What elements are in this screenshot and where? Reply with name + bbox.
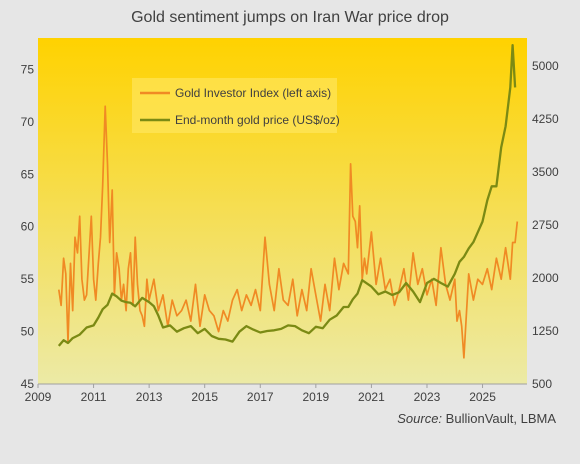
series-lines — [57, 43, 519, 359]
legend-label-index: Gold Investor Index (left axis) — [175, 86, 331, 100]
left-y-tick-label: 65 — [21, 167, 35, 181]
legend-box — [132, 78, 337, 133]
chart-title: Gold sentiment jumps on Iran War price d… — [131, 9, 449, 26]
right-y-tick-label: 500 — [532, 377, 552, 391]
right-y-tick-label: 2000 — [532, 271, 559, 285]
right-y-tick-label: 4250 — [532, 112, 559, 126]
series-line-price — [57, 43, 517, 347]
left-y-tick-label: 75 — [21, 62, 35, 76]
left-y-axis: 45 50 55 60 65 70 75 — [21, 62, 35, 391]
x-tick-label: 2021 — [358, 390, 385, 404]
left-y-tick-label: 50 — [21, 325, 35, 339]
x-tick-label: 2009 — [25, 390, 52, 404]
x-tick-label: 2025 — [469, 390, 496, 404]
right-y-tick-label: 1250 — [532, 324, 559, 338]
right-y-tick-label: 5000 — [532, 59, 559, 73]
source-label: Source: — [397, 411, 443, 426]
legend-label-price: End-month gold price (US$/oz) — [175, 113, 340, 127]
x-tick-label: 2015 — [191, 390, 218, 404]
left-y-tick-label: 70 — [21, 115, 35, 129]
right-y-tick-label: 3500 — [532, 165, 559, 179]
x-tick-label: 2023 — [414, 390, 441, 404]
series-line-index — [57, 105, 519, 359]
right-y-axis: 500 1250 2000 2750 3500 4250 5000 — [532, 59, 559, 391]
x-tick-label: 2017 — [247, 390, 274, 404]
x-tick-label: 2013 — [136, 390, 163, 404]
left-y-tick-label: 55 — [21, 272, 35, 286]
legend: Gold Investor Index (left axis) End-mont… — [132, 78, 340, 133]
x-tick-label: 2011 — [81, 390, 107, 404]
left-y-tick-label: 60 — [21, 220, 35, 234]
source-text: BullionVault, LBMA — [445, 411, 556, 426]
chart-source: Source: BullionVault, LBMA — [397, 411, 556, 426]
right-y-tick-label: 2750 — [532, 218, 559, 232]
x-axis: 2009 2011 2013 2015 2017 2019 2021 2023 2025 — [25, 383, 527, 404]
x-tick-label: 2019 — [302, 390, 329, 404]
left-y-tick-label: 45 — [21, 377, 35, 391]
